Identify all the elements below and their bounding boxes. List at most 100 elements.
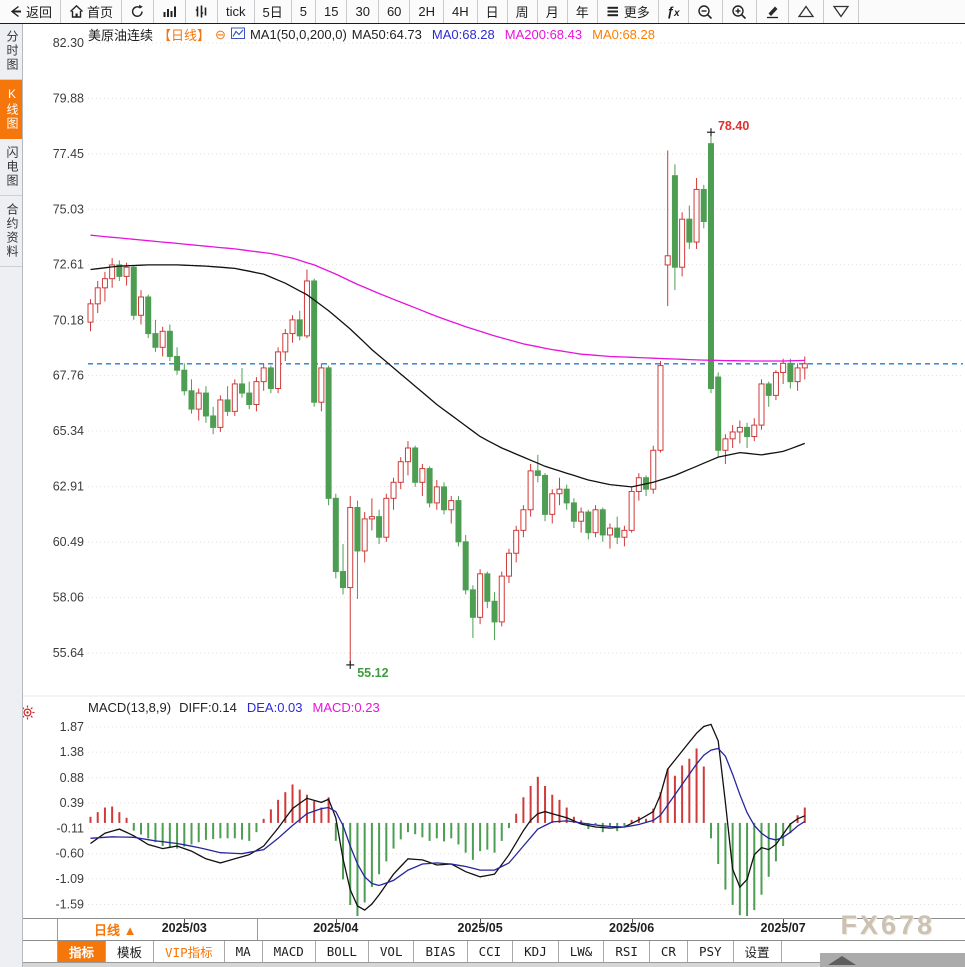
candle-body [592, 509, 599, 534]
toolbar-chart-type-bars[interactable] [154, 0, 187, 23]
toolbar-chart-type-ticks[interactable] [186, 0, 219, 23]
candle-body [397, 461, 404, 483]
month-tick [480, 919, 482, 924]
macd-histogram [89, 748, 806, 916]
candle-body [650, 449, 657, 490]
macd-formula-label: MACD(13,8,9) [88, 700, 172, 715]
candle-body [368, 516, 375, 520]
toolbar-period-60[interactable]: 60 [379, 0, 411, 23]
candle-body [340, 571, 347, 589]
svg-text:1.38: 1.38 [60, 745, 84, 759]
candle-body [491, 600, 498, 623]
candle-body [174, 355, 181, 371]
top-toolbar: 返回 首页 tick 5日 5 15 30 60 2H 4H 日 周 月 年 更多 ƒx [0, 0, 965, 24]
month-label: 2025/07 [760, 921, 806, 935]
toolbar-period-week[interactable]: 周 [508, 0, 538, 23]
indicator-tab-settings[interactable]: 设置 [734, 941, 782, 962]
candle-body [801, 363, 808, 369]
indicator-tab-cr[interactable]: CR [650, 941, 688, 962]
indicator-tab-psy[interactable]: PSY [688, 941, 734, 962]
home-icon [69, 4, 84, 19]
candle-body [195, 392, 202, 410]
toolbar-more[interactable]: 更多 [598, 0, 659, 23]
chart-canvas[interactable] [22, 23, 965, 918]
candle-body [671, 175, 678, 268]
toolbar-zoom-out[interactable] [689, 0, 723, 23]
candle-body [455, 500, 462, 543]
toolbar-period-year[interactable]: 年 [568, 0, 598, 23]
low-annotation: 55.12 [346, 660, 389, 680]
toolbar-zoom-in[interactable] [723, 0, 757, 23]
candle-body [231, 383, 238, 412]
indicator-tab-cci[interactable]: CCI [468, 941, 514, 962]
toolbar-period-month[interactable]: 月 [538, 0, 568, 23]
toolbar-label: 5 [299, 4, 307, 19]
panel-reveal-handle[interactable] [820, 953, 965, 967]
candle-body [599, 509, 606, 536]
candle-body [462, 541, 469, 591]
menu-icon [606, 4, 621, 19]
candle-body [347, 506, 354, 589]
indicator-tab-macd[interactable]: MACD [263, 941, 316, 962]
indicator-tab-rsi[interactable]: RSI [604, 941, 650, 962]
indicator-tab-lw[interactable]: LW& [559, 941, 605, 962]
indicator-tab-kdj[interactable]: KDJ [513, 941, 559, 962]
toolbar-period-day[interactable]: 日 [478, 0, 508, 23]
toolbar-back[interactable]: 返回 [0, 0, 62, 23]
indicator-tab-vol[interactable]: VOL [369, 941, 415, 962]
candle-body [188, 390, 195, 410]
toolbar-period-30[interactable]: 30 [347, 0, 379, 23]
toolbar-refresh[interactable] [122, 0, 155, 23]
candle-body [361, 518, 368, 552]
period-tag: 【日线】 [158, 28, 211, 43]
svg-text:60.49: 60.49 [53, 535, 84, 549]
indicator-tab-boll[interactable]: BOLL [316, 941, 369, 962]
toolbar-period-5[interactable]: 5 [292, 0, 316, 23]
toolbar-scroll-down[interactable] [824, 0, 859, 23]
indicator-tab-indicators[interactable]: 指标 [58, 941, 107, 962]
indicator-tab-ma[interactable]: MA [225, 941, 263, 962]
period-dropdown-button[interactable]: 日线 ▲ [57, 919, 258, 940]
toolbar-label: 返回 [26, 5, 53, 20]
sidebar-tab-lightning-chart[interactable]: 闪电图 [0, 139, 22, 196]
sidebar-tab-timeshare-chart[interactable]: 分时图 [0, 23, 22, 80]
candle-body [404, 447, 411, 463]
toolbar-home[interactable]: 首页 [61, 0, 123, 23]
collapse-pane-icon[interactable]: ⊖ [215, 26, 226, 42]
toolbar-draw[interactable] [757, 0, 789, 23]
toolbar-label: 2H [418, 4, 436, 19]
candle-body [657, 365, 664, 451]
toolbar-fx-functions[interactable]: ƒx [659, 0, 689, 23]
month-label: 2025/04 [313, 921, 359, 935]
fx-icon: ƒx [666, 4, 680, 19]
candle-body [318, 367, 325, 403]
candle-body [549, 493, 556, 515]
candle-body [744, 426, 751, 438]
svg-text:65.34: 65.34 [53, 424, 84, 438]
candle-body [296, 319, 303, 337]
candle-body [578, 511, 585, 522]
candle-body [585, 511, 592, 534]
toolbar-period-15[interactable]: 15 [316, 0, 348, 23]
ma-settings-label: MA1(50,0,200,0) [249, 27, 347, 42]
macd-value: DIFF:0.14 [179, 700, 237, 715]
month-tick [184, 919, 186, 924]
toolbar-period-5d[interactable]: 5日 [255, 0, 292, 23]
indicator-tab-bias[interactable]: BIAS [414, 941, 468, 962]
candle-body [542, 474, 549, 515]
toolbar-period-4h[interactable]: 4H [444, 0, 478, 23]
svg-text:-0.60: -0.60 [56, 847, 85, 861]
sidebar-tab-contract-info[interactable]: 合约资料 [0, 196, 22, 267]
sidebar-tab-kline-chart[interactable]: K线图 [0, 80, 22, 139]
tick-lines-icon [194, 4, 209, 19]
candle-body [217, 399, 224, 428]
indicator-tab-vip-indicators[interactable]: VIP指标 [154, 941, 225, 962]
candle-body [693, 188, 700, 243]
back-arrow-icon [8, 4, 23, 19]
toolbar-period-tick[interactable]: tick [218, 0, 255, 23]
svg-text:-1.09: -1.09 [56, 872, 85, 886]
toolbar-scroll-up[interactable] [789, 0, 824, 23]
indicator-tab-templates[interactable]: 模板 [106, 941, 155, 962]
candle-body [772, 371, 779, 396]
toolbar-period-2h[interactable]: 2H [410, 0, 445, 23]
